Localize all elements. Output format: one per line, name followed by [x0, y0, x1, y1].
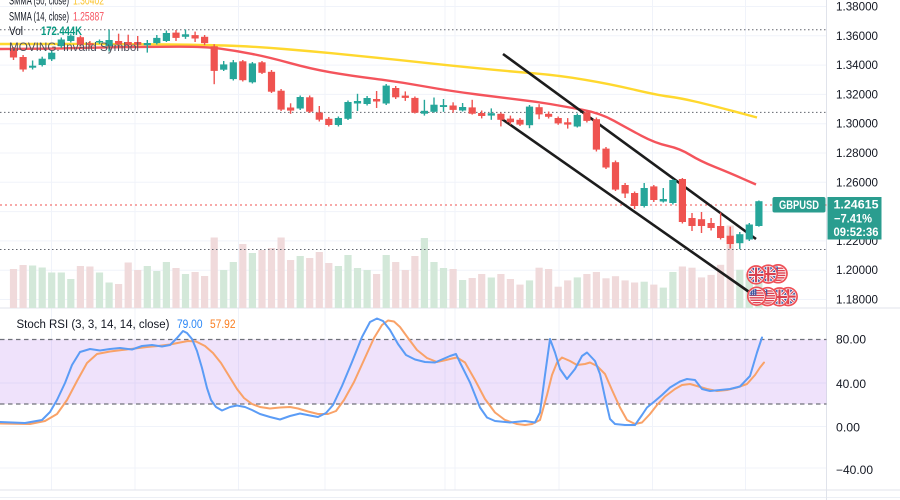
svg-text:57.92: 57.92	[210, 319, 236, 331]
svg-text:0.00: 0.00	[836, 423, 860, 435]
svg-text:1.34000: 1.34000	[836, 60, 878, 72]
svg-text:1.18000: 1.18000	[836, 295, 878, 307]
svg-text:1.20000: 1.20000	[836, 265, 878, 277]
svg-text:172.444K: 172.444K	[41, 26, 83, 38]
svg-text:Vol: Vol	[9, 26, 23, 38]
svg-text:SMMA (14, close): SMMA (14, close)	[9, 12, 69, 24]
svg-text:MOVING: Invalid Symbol: MOVING: Invalid Symbol	[9, 42, 139, 54]
svg-text:1.30000: 1.30000	[836, 119, 878, 131]
svg-text:1.36000: 1.36000	[836, 31, 878, 43]
svg-text:1.32000: 1.32000	[836, 89, 878, 101]
svg-text:Stoch RSI (3, 3, 14, 14, close: Stoch RSI (3, 3, 14, 14, close)	[17, 319, 170, 331]
svg-text:80.00: 80.00	[836, 335, 866, 347]
svg-text:09:52:36: 09:52:36	[834, 227, 879, 239]
svg-text:SMMA (50, close): SMMA (50, close)	[9, 0, 69, 8]
svg-text:1.26000: 1.26000	[836, 177, 878, 189]
svg-text:1.25887: 1.25887	[73, 12, 104, 24]
svg-text:79.00: 79.00	[177, 319, 203, 331]
svg-text:−7.41%: −7.41%	[834, 214, 872, 226]
svg-text:1.24615: 1.24615	[834, 200, 880, 212]
svg-text:−40.00: −40.00	[836, 465, 873, 477]
svg-text:GBPUSD: GBPUSD	[779, 200, 819, 212]
svg-text:1.28000: 1.28000	[836, 148, 878, 160]
svg-text:1.38000: 1.38000	[836, 2, 878, 14]
svg-text:40.00: 40.00	[836, 379, 866, 391]
svg-text:1.30402: 1.30402	[73, 0, 104, 8]
